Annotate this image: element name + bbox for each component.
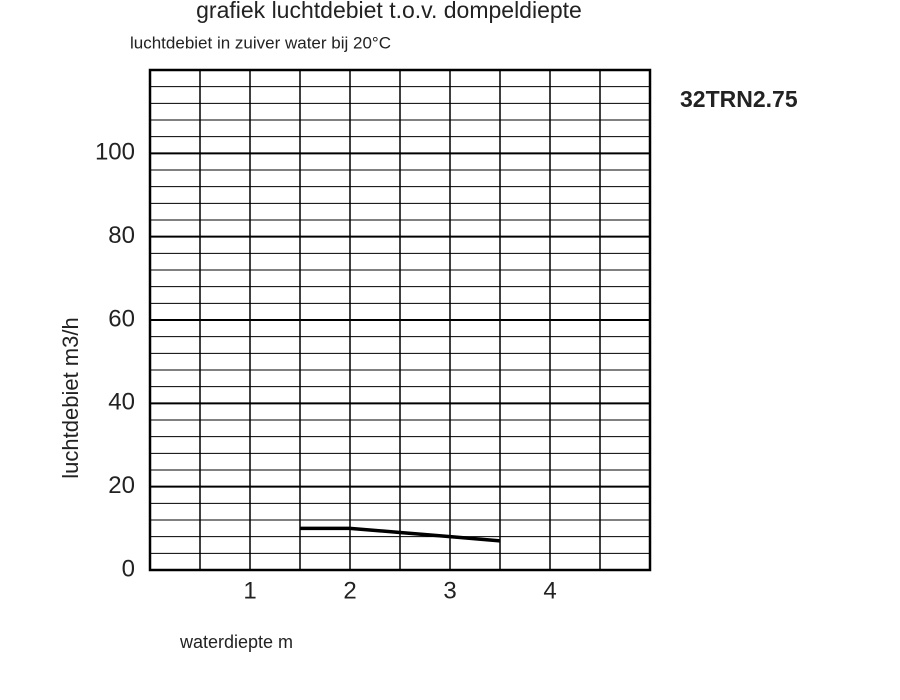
y-axis-label: luchtdebiet m3/h: [58, 317, 83, 478]
y-tick-label: 20: [108, 472, 135, 499]
x-tick-label: 2: [343, 577, 356, 604]
y-tick-label: 0: [122, 555, 135, 582]
model-label: 32TRN2.75: [680, 86, 798, 112]
y-tick-label: 60: [108, 305, 135, 332]
y-tick-label: 40: [108, 389, 135, 416]
y-tick-label: 100: [95, 139, 135, 166]
x-tick-label: 1: [243, 577, 256, 604]
plot-frame: [148, 68, 652, 572]
x-tick-label: 3: [443, 577, 456, 604]
chart-subtitle: luchtdebiet in zuiver water bij 20°C: [130, 33, 391, 52]
data-line: [300, 526, 501, 543]
y-tick-label: 80: [108, 222, 135, 249]
chart-title: grafiek luchtdebiet t.o.v. dompeldiepte: [196, 0, 582, 23]
x-tick-label: 4: [543, 577, 556, 604]
x-axis-label: waterdiepte m: [179, 632, 293, 652]
